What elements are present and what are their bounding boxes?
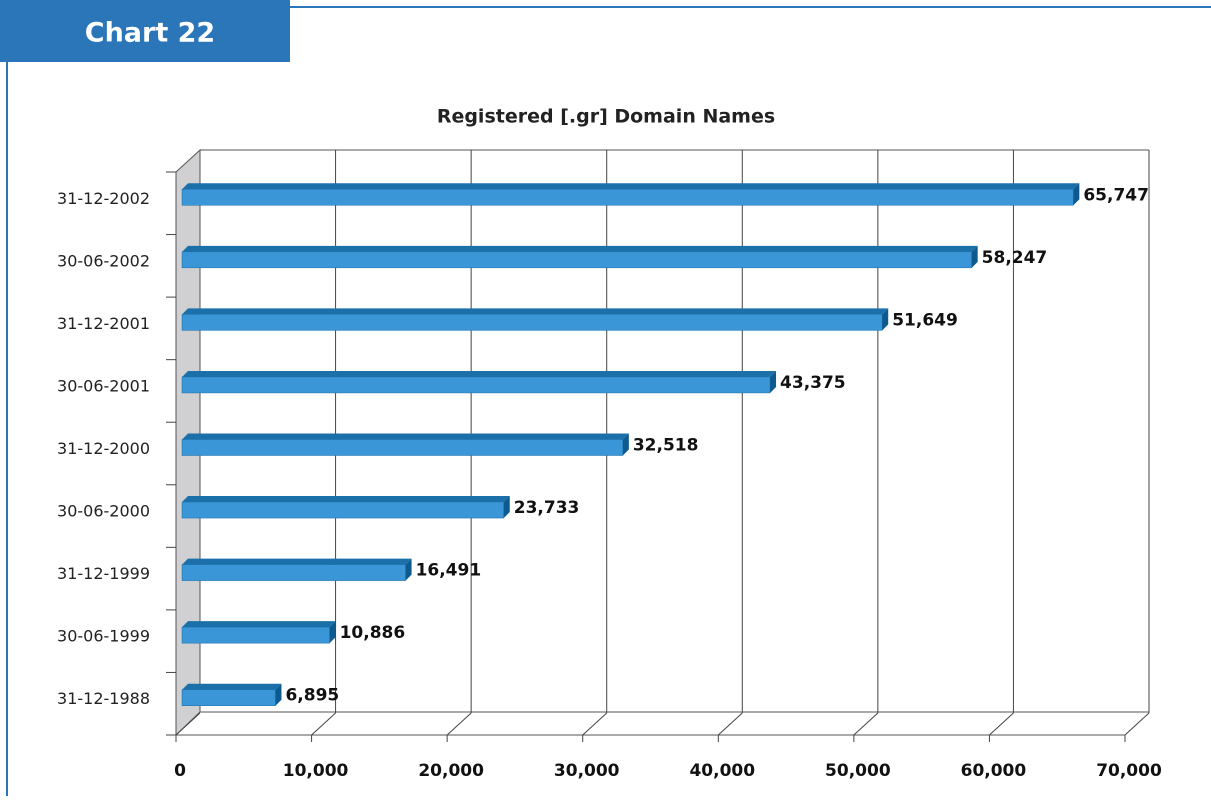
value-label: 16,491 [416,561,482,581]
bar [181,689,276,706]
x-tick-label: 10,000 [283,761,349,781]
bar-top [182,621,336,628]
bar-side [329,621,336,644]
bar [181,501,505,519]
floor-grid-line [989,712,1014,736]
value-label: 23,733 [514,498,580,518]
bar [181,189,1074,206]
x-tick-label: 0 [174,761,186,781]
floor-grid-line [717,712,743,736]
header-label: Chart 22 [85,18,215,49]
floor-grid-line [853,712,879,736]
chart-title: Registered [.gr] Domain Names [437,106,775,128]
floor-grid-line [446,712,472,736]
value-label: 51,649 [892,310,958,330]
value-label: 43,375 [780,373,846,393]
y-tick-label: 30-06-2002 [57,251,150,270]
floor-grid-line [311,712,336,736]
bar-side [882,308,889,331]
bar-side [971,245,978,268]
bar-top [182,683,282,690]
bar-top [182,245,978,252]
x-tick-label: 20,000 [418,761,484,781]
x-tick-label: 50,000 [825,761,891,781]
y-tick-label: 31-12-1988 [57,689,150,708]
y-tick-label: 31-12-1999 [57,564,150,583]
bar-top [182,433,629,440]
y-tick-label: 30-06-2001 [57,376,150,395]
bar [181,314,883,331]
x-tick-label: 30,000 [554,761,620,781]
floor-grid-line [582,712,608,736]
bar [181,564,406,581]
value-label: 6,895 [285,686,339,706]
bar-side [622,433,629,456]
y-tick-label: 30-06-2000 [57,502,150,521]
bar-top [182,558,412,565]
bar [181,626,330,644]
y-tick-label: 31-12-2000 [57,439,150,458]
bar-top [182,496,510,503]
bar-side [1073,183,1080,206]
floor-grid-line [1124,712,1150,736]
bar-side [405,558,412,581]
bar [181,376,771,394]
y-tick-label: 31-12-2001 [57,314,150,333]
bar-top [182,308,889,315]
bar-top [182,183,1080,190]
value-label: 32,518 [633,436,699,456]
x-tick-label: 60,000 [961,761,1027,781]
header-tab [0,0,290,62]
bar-side [770,370,777,393]
bar-side [503,496,510,519]
y-tick-label: 30-06-1999 [57,627,150,646]
value-label: 65,747 [1083,185,1149,205]
floor-grid-line [175,712,201,736]
y-tick-label: 31-12-2002 [57,189,150,208]
x-tick-label: 70,000 [1096,761,1162,781]
x-tick-label: 40,000 [689,761,755,781]
value-label: 10,886 [340,623,406,643]
bar-side [275,683,282,706]
bar [181,251,972,269]
value-label: 58,247 [982,248,1048,268]
bar [181,439,624,456]
bar-top [182,370,777,377]
